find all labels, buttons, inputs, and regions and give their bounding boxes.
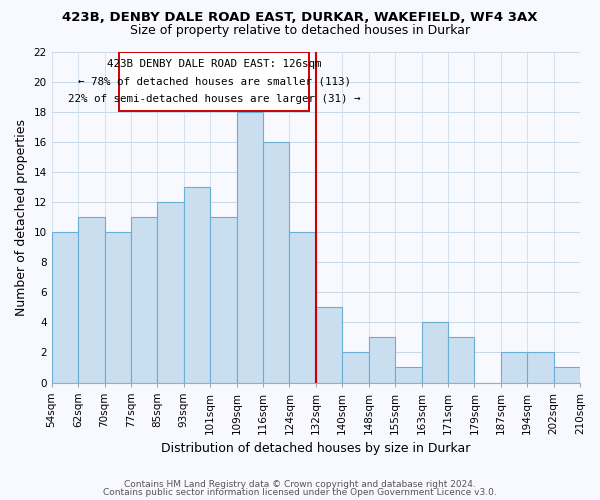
- Bar: [236, 112, 263, 382]
- Bar: [289, 232, 316, 382]
- Bar: [368, 338, 395, 382]
- Text: Contains HM Land Registry data © Crown copyright and database right 2024.: Contains HM Land Registry data © Crown c…: [124, 480, 476, 489]
- Bar: [501, 352, 527, 382]
- Bar: [78, 217, 104, 382]
- Bar: [131, 217, 157, 382]
- Text: 22% of semi-detached houses are larger (31) →: 22% of semi-detached houses are larger (…: [68, 94, 361, 104]
- Text: 423B DENBY DALE ROAD EAST: 126sqm: 423B DENBY DALE ROAD EAST: 126sqm: [107, 58, 322, 68]
- Bar: [448, 338, 475, 382]
- Bar: [554, 368, 580, 382]
- Bar: [184, 187, 210, 382]
- Text: 423B, DENBY DALE ROAD EAST, DURKAR, WAKEFIELD, WF4 3AX: 423B, DENBY DALE ROAD EAST, DURKAR, WAKE…: [62, 11, 538, 24]
- Bar: [316, 308, 342, 382]
- Bar: [263, 142, 289, 382]
- FancyBboxPatch shape: [119, 52, 309, 111]
- Bar: [52, 232, 78, 382]
- Bar: [157, 202, 184, 382]
- Text: Contains public sector information licensed under the Open Government Licence v3: Contains public sector information licen…: [103, 488, 497, 497]
- Bar: [342, 352, 368, 382]
- X-axis label: Distribution of detached houses by size in Durkar: Distribution of detached houses by size …: [161, 442, 470, 455]
- Y-axis label: Number of detached properties: Number of detached properties: [15, 118, 28, 316]
- Bar: [395, 368, 421, 382]
- Bar: [527, 352, 554, 382]
- Text: ← 78% of detached houses are smaller (113): ← 78% of detached houses are smaller (11…: [77, 76, 350, 86]
- Bar: [210, 217, 236, 382]
- Text: Size of property relative to detached houses in Durkar: Size of property relative to detached ho…: [130, 24, 470, 37]
- Bar: [421, 322, 448, 382]
- Bar: [104, 232, 131, 382]
